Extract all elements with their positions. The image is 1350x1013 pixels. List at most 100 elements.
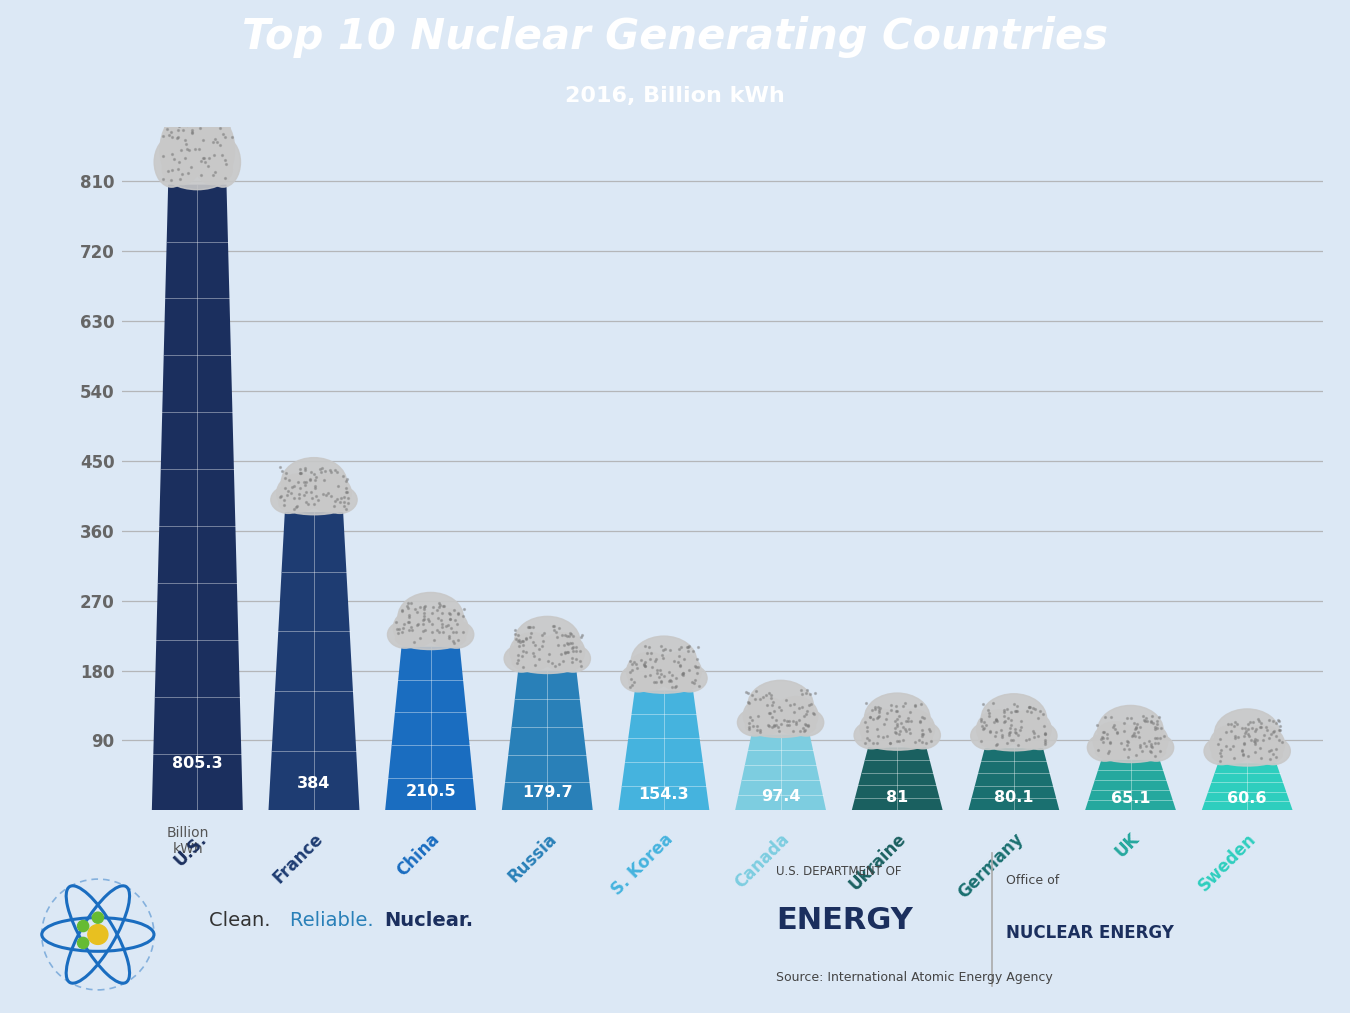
Point (1116, 749, 1138, 765)
Point (986, 712, 1007, 728)
Point (556, 644, 578, 660)
Point (886, 710, 907, 726)
Point (875, 711, 896, 727)
Point (290, 465, 312, 481)
Point (544, 657, 566, 674)
Point (1004, 703, 1026, 719)
Point (991, 727, 1012, 744)
Point (979, 708, 1000, 724)
Point (625, 655, 647, 672)
Point (859, 709, 880, 725)
Point (678, 639, 699, 655)
Point (737, 695, 759, 711)
Point (171, 166, 193, 182)
Point (898, 710, 919, 726)
Point (737, 694, 759, 710)
Ellipse shape (979, 729, 1049, 751)
Point (181, 125, 202, 141)
Point (275, 487, 297, 503)
Point (562, 635, 583, 651)
Point (986, 711, 1007, 727)
Point (304, 471, 325, 487)
Circle shape (77, 921, 89, 932)
Point (984, 981, 1000, 993)
Point (641, 658, 663, 675)
Point (397, 600, 418, 616)
Point (562, 642, 583, 658)
Point (651, 666, 672, 682)
Point (768, 699, 790, 715)
Point (686, 665, 707, 681)
Polygon shape (968, 749, 1060, 810)
Point (911, 734, 933, 751)
Point (890, 722, 911, 738)
Ellipse shape (277, 474, 321, 512)
Point (1247, 713, 1269, 729)
Point (181, 105, 202, 122)
Point (670, 657, 691, 674)
Point (1000, 712, 1022, 728)
Ellipse shape (540, 633, 585, 671)
Polygon shape (1085, 760, 1176, 810)
Point (1254, 727, 1276, 744)
Point (289, 465, 310, 481)
Point (671, 667, 693, 683)
Point (1223, 718, 1245, 734)
Point (761, 697, 783, 713)
Point (413, 601, 435, 617)
Point (1241, 732, 1262, 749)
Point (991, 729, 1012, 746)
Point (1103, 719, 1125, 735)
Ellipse shape (1007, 710, 1052, 749)
Point (440, 620, 462, 636)
Point (621, 677, 643, 693)
Point (1021, 704, 1042, 720)
Text: S. Korea: S. Korea (608, 830, 676, 899)
Point (1123, 726, 1145, 743)
Point (336, 471, 358, 487)
Point (270, 459, 292, 475)
Point (428, 624, 450, 640)
Point (886, 698, 907, 714)
Point (335, 480, 356, 496)
Point (622, 654, 644, 671)
Point (1146, 716, 1168, 732)
Point (428, 596, 450, 612)
Point (860, 709, 882, 725)
Ellipse shape (323, 486, 358, 514)
Point (1243, 734, 1265, 751)
Ellipse shape (890, 709, 934, 748)
Point (744, 691, 765, 707)
Point (888, 732, 910, 749)
Point (676, 638, 698, 654)
Point (443, 624, 464, 640)
Text: Clean.: Clean. (209, 912, 277, 930)
Point (338, 494, 359, 511)
Point (412, 612, 433, 628)
Point (506, 654, 528, 671)
Ellipse shape (514, 616, 580, 666)
Point (769, 702, 791, 718)
Point (304, 479, 325, 495)
Point (333, 489, 355, 505)
Point (984, 847, 1000, 859)
Ellipse shape (629, 672, 699, 693)
Point (571, 626, 593, 642)
Point (1018, 699, 1040, 715)
Point (649, 674, 671, 690)
Point (649, 673, 671, 689)
Point (270, 489, 292, 505)
Text: 154.3: 154.3 (639, 787, 690, 801)
Ellipse shape (1098, 705, 1164, 755)
Point (1022, 700, 1044, 716)
Point (1145, 735, 1166, 752)
Ellipse shape (396, 628, 466, 649)
Point (194, 154, 216, 170)
Ellipse shape (632, 636, 697, 685)
Point (216, 156, 238, 172)
Point (566, 638, 587, 654)
Point (300, 484, 321, 500)
Point (1145, 719, 1166, 735)
Point (427, 611, 448, 627)
Point (293, 474, 315, 490)
